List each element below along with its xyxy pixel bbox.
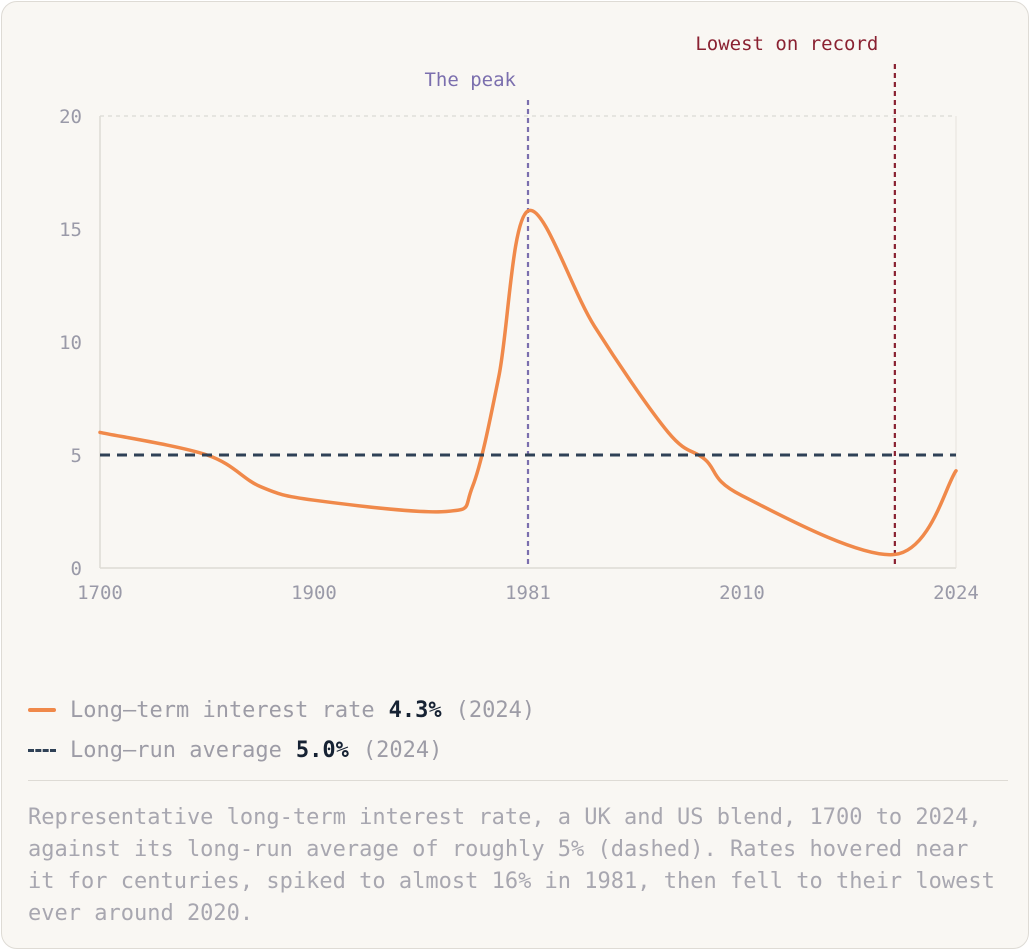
dash-swatch-icon — [28, 748, 56, 752]
y-tick-label: 20 — [59, 106, 82, 128]
legend-item-rate: Long–term interest rate 4.3% (2024) — [28, 690, 535, 730]
annotation-label: The peak — [424, 69, 516, 91]
x-tick-label: 1700 — [77, 582, 123, 604]
y-tick-label: 15 — [59, 219, 82, 241]
x-tick-label: 2010 — [719, 582, 765, 604]
x-tick-label: 1981 — [505, 582, 551, 604]
legend-year: (2024) — [455, 697, 536, 723]
legend-label: Long–run average — [70, 737, 282, 763]
y-tick-label: 5 — [71, 445, 82, 467]
legend-value: 5.0% — [295, 737, 349, 763]
annotation-label: Lowest on record — [695, 33, 878, 55]
divider — [28, 780, 1008, 781]
series-line-rate — [98, 208, 958, 557]
y-tick-label: 0 — [71, 558, 82, 580]
x-tick-label: 2024 — [933, 582, 979, 604]
legend-label: Long–term interest rate — [70, 697, 375, 723]
legend-item-average: Long–run average 5.0% (2024) — [28, 730, 535, 770]
legend-year: (2024) — [362, 737, 443, 763]
legend-value: 4.3% — [388, 697, 442, 723]
line-swatch-icon — [28, 708, 56, 712]
chart-caption: Representative long-term interest rate, … — [28, 805, 995, 926]
y-tick-label: 10 — [59, 332, 82, 354]
line-chart: The peak Lowest on record 0 5 10 15 20 1700 190… — [59, 33, 979, 604]
legend: Long–term interest rate 4.3% (2024) Long… — [28, 690, 535, 770]
x-tick-label: 1900 — [291, 582, 337, 604]
